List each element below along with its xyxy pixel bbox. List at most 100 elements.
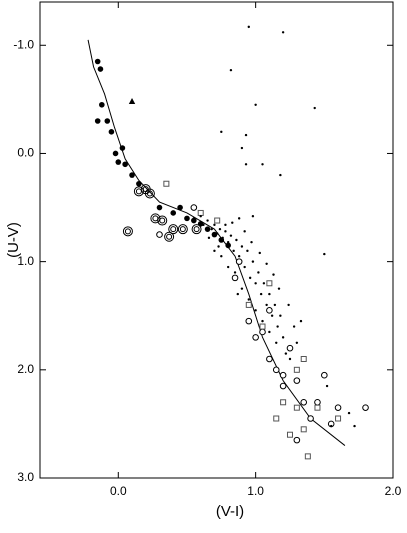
point: [170, 210, 177, 216]
point: [168, 224, 179, 235]
point: [293, 436, 301, 444]
point: [251, 215, 255, 218]
point: [112, 150, 119, 157]
point: [192, 217, 196, 220]
point: [202, 223, 205, 227]
point: [232, 249, 235, 253]
point: [122, 226, 133, 237]
point: [265, 262, 268, 265]
point: [104, 118, 111, 124]
point: [254, 282, 257, 285]
point: [266, 280, 273, 287]
point: [206, 219, 209, 222]
point: [276, 325, 279, 328]
curve: [87, 39, 346, 446]
point: [259, 328, 266, 336]
point: [293, 404, 300, 411]
point: [97, 66, 104, 72]
point: [281, 31, 285, 34]
point: [115, 159, 122, 165]
point: [288, 357, 292, 361]
point: [250, 240, 253, 244]
point: [226, 240, 230, 244]
point: [347, 411, 351, 415]
point: [217, 245, 220, 248]
point: [129, 172, 135, 178]
point: [246, 249, 249, 253]
point: [144, 188, 155, 199]
point: [314, 404, 321, 411]
x-tick-label: 1.0: [247, 484, 264, 498]
point: [268, 292, 271, 296]
point: [300, 356, 307, 362]
point: [272, 273, 275, 276]
point: [191, 224, 202, 235]
point: [245, 317, 253, 325]
point: [335, 415, 342, 422]
point: [177, 204, 183, 211]
y-tick-label: 1.0: [17, 254, 34, 268]
point: [286, 344, 294, 352]
point: [164, 231, 175, 242]
y-tick-label: 0.0: [17, 146, 34, 160]
point: [292, 325, 296, 328]
point: [184, 215, 190, 222]
point: [157, 215, 168, 226]
x-tick-label: 2.0: [385, 484, 402, 498]
point: [244, 163, 248, 166]
point: [226, 265, 230, 269]
point: [220, 255, 223, 258]
point: [353, 424, 356, 428]
point: [300, 426, 307, 433]
point: [210, 227, 213, 231]
point: [243, 230, 246, 233]
point: [261, 163, 264, 166]
point: [225, 242, 231, 249]
point: [280, 399, 287, 406]
point: [275, 341, 278, 344]
point: [279, 173, 282, 177]
point: [218, 227, 222, 231]
point: [220, 130, 223, 134]
point: [231, 221, 234, 224]
point: [259, 292, 263, 296]
y-tick-label: -1.0: [13, 37, 34, 51]
point: [213, 249, 216, 253]
point: [295, 341, 299, 344]
point: [323, 252, 326, 256]
point: [266, 355, 273, 363]
point: [240, 146, 244, 150]
point: [243, 265, 246, 269]
point: [237, 217, 241, 220]
y-tick-label: 2.0: [17, 362, 34, 376]
point: [136, 180, 142, 187]
point: [307, 415, 314, 422]
point: [334, 404, 342, 411]
point: [122, 161, 128, 168]
point: [128, 98, 136, 105]
point: [254, 309, 257, 312]
point: [247, 298, 250, 301]
point: [279, 314, 282, 317]
point: [293, 377, 301, 384]
point: [321, 371, 328, 379]
point: [277, 287, 281, 290]
point: [244, 133, 248, 137]
point: [191, 217, 197, 224]
point: [247, 25, 250, 29]
point: [362, 404, 369, 411]
point: [258, 251, 261, 255]
point: [279, 371, 287, 379]
point: [314, 398, 321, 406]
point: [119, 145, 126, 151]
point: [156, 204, 163, 211]
point: [248, 276, 252, 280]
point: [235, 258, 243, 265]
point: [237, 255, 241, 258]
point: [231, 274, 239, 282]
point: [257, 271, 260, 274]
point: [236, 292, 239, 296]
point: [265, 303, 268, 307]
y-axis-label: (U-V): [5, 222, 22, 258]
point: [214, 217, 221, 224]
